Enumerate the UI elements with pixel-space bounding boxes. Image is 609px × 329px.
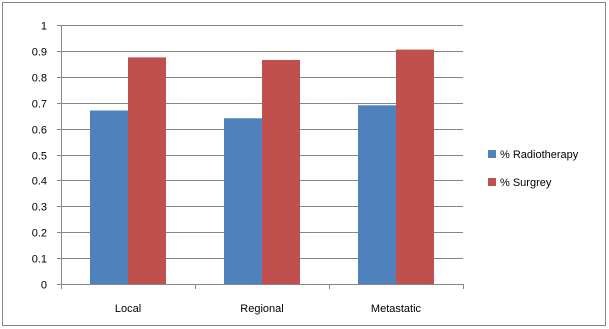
legend: % Radiotherapy % Surgrey bbox=[488, 149, 579, 189]
y-tick-label: 0 bbox=[41, 280, 47, 292]
axes bbox=[57, 25, 464, 289]
bar bbox=[128, 57, 166, 284]
x-tick-labels: Local Regional Metastatic bbox=[115, 303, 422, 315]
bar bbox=[262, 59, 300, 285]
y-tick-label: 0.5 bbox=[32, 151, 47, 163]
x-tick-label: Metastatic bbox=[371, 303, 422, 315]
legend-swatch bbox=[488, 178, 496, 186]
y-tick-label: 1 bbox=[41, 21, 47, 33]
y-tick-label: 0.6 bbox=[32, 125, 47, 137]
legend-label: % Radiotherapy bbox=[500, 149, 579, 161]
bar bbox=[396, 49, 434, 285]
bars bbox=[90, 49, 434, 285]
legend-swatch bbox=[488, 150, 496, 158]
y-tick-label: 0.1 bbox=[32, 254, 47, 266]
y-tick-label: 0.9 bbox=[32, 47, 47, 59]
bar bbox=[224, 118, 262, 285]
y-tick-labels: 0 0.1 0.2 0.3 0.4 0.5 0.6 0.7 0.8 0.9 1 bbox=[32, 21, 47, 292]
legend-label: % Surgrey bbox=[500, 177, 552, 189]
x-tick-label: Regional bbox=[240, 303, 283, 315]
y-tick-label: 0.3 bbox=[32, 202, 47, 214]
y-tick-label: 0.8 bbox=[32, 73, 47, 85]
y-tick-label: 0.4 bbox=[32, 176, 47, 188]
bar bbox=[358, 105, 396, 284]
bar bbox=[90, 110, 128, 284]
y-tick-label: 0.2 bbox=[32, 228, 47, 240]
y-tick-label: 0.7 bbox=[32, 99, 47, 111]
x-tick-label: Local bbox=[115, 303, 141, 315]
